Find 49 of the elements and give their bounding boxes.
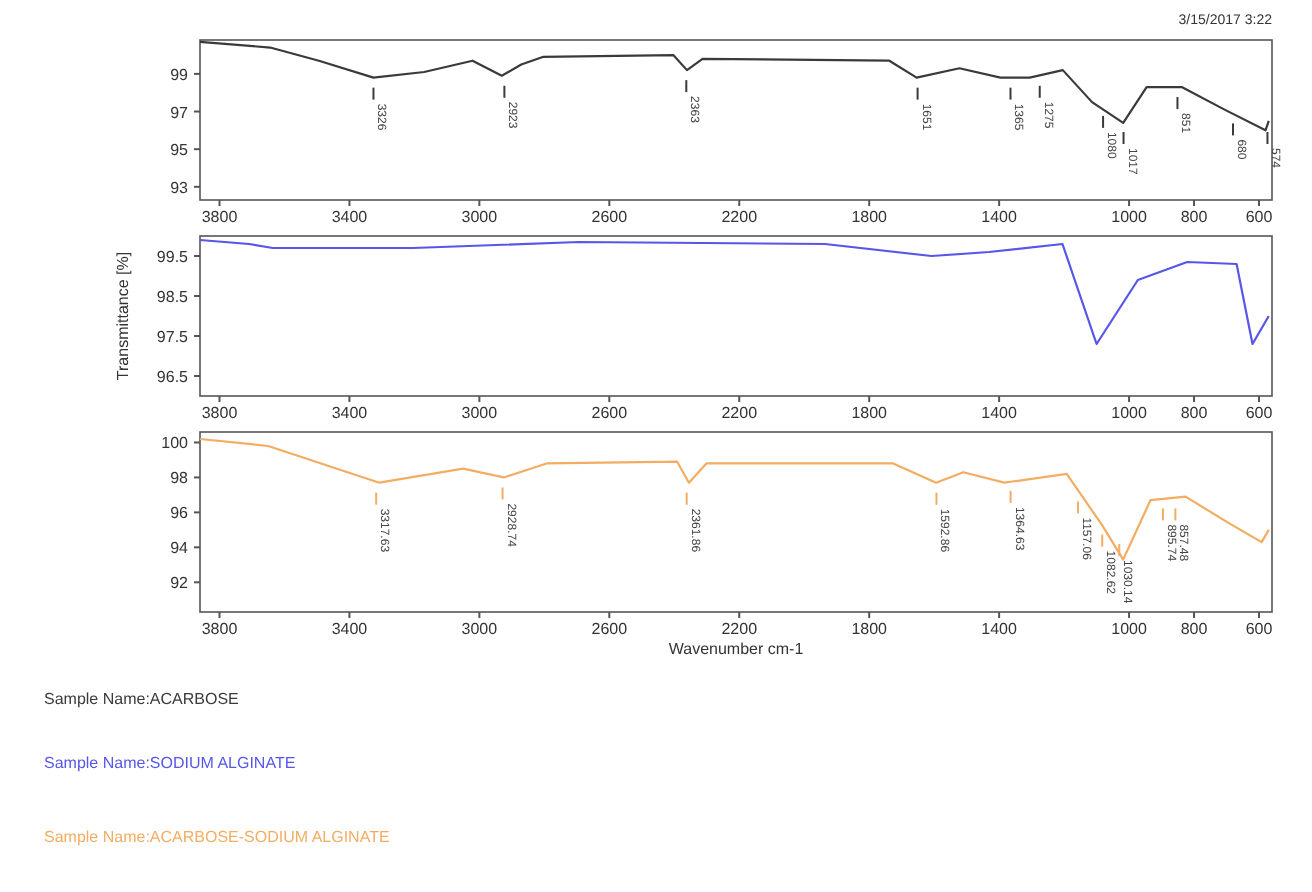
- x-tick-label: 3000: [461, 404, 499, 422]
- y-tick-label: 99: [170, 65, 190, 84]
- x-tick-label: 3400: [331, 208, 369, 226]
- x-tick-label: 3800: [201, 208, 239, 226]
- x-tick-label: 3000: [461, 620, 499, 638]
- x-tick-label: 1800: [851, 404, 889, 422]
- y-tick-label: 93: [170, 178, 190, 197]
- x-tick-label: 800: [1180, 208, 1209, 226]
- x-tick-label: 3800: [201, 404, 239, 422]
- y-tick-label: 94: [170, 539, 190, 558]
- y-tick-label: 96.5: [156, 368, 190, 386]
- x-tick-label: 1000: [1111, 620, 1148, 638]
- y-tick-label: 96: [170, 504, 190, 523]
- y-tick-label: 97.5: [156, 328, 190, 346]
- x-tick-label: 3400: [331, 404, 369, 422]
- x-tick-label: 1400: [981, 208, 1019, 226]
- x-tick-label: 2200: [721, 620, 759, 638]
- line-series: [198, 238, 1270, 346]
- y-tick-label: 99.5: [156, 248, 190, 266]
- x-tick-label: 1800: [851, 620, 889, 638]
- y-tick-label: 97: [170, 103, 190, 122]
- text: Sample Name:SODIUM ALGINATE: [44, 754, 296, 772]
- x-tick-label: 2200: [721, 404, 759, 422]
- y-tick-label: 95: [170, 141, 190, 160]
- x-tick-label: 800: [1180, 404, 1209, 422]
- x-tick-label: 3000: [461, 208, 499, 226]
- x-tick-label: 1400: [981, 404, 1019, 422]
- x-tick-label: 2200: [721, 208, 759, 226]
- x-tick-label: 1800: [851, 208, 889, 226]
- x-tick-label: 600: [1245, 208, 1274, 226]
- x-tick-label: 2600: [591, 620, 629, 638]
- x-tick-label: 2600: [591, 404, 629, 422]
- x-tick-label: 1000: [1111, 208, 1148, 226]
- x-tick-label: 2600: [591, 208, 629, 226]
- text: Sample Name:ACARBOSE-SODIUM ALGINATE: [44, 828, 390, 846]
- y-tick-label: 98: [170, 469, 190, 488]
- y-tick-label: 98.5: [156, 288, 190, 306]
- x-tick-label: 600: [1245, 620, 1274, 638]
- y-tick-label: 92: [170, 574, 190, 593]
- x-axis-title: Wavenumber cm-1: [668, 640, 805, 658]
- x-tick-label: 800: [1180, 620, 1209, 638]
- x-tick-label: 1000: [1111, 404, 1148, 422]
- x-tick-label: 3400: [331, 620, 369, 638]
- x-tick-label: 1400: [981, 620, 1019, 638]
- x-tick-label: 600: [1245, 404, 1274, 422]
- x-tick-label: 3800: [201, 620, 239, 638]
- y-axis-title: Transmittance [%]: [114, 251, 132, 381]
- y-tick-label: 100: [161, 434, 190, 453]
- text: Sample Name:ACARBOSE: [44, 690, 239, 708]
